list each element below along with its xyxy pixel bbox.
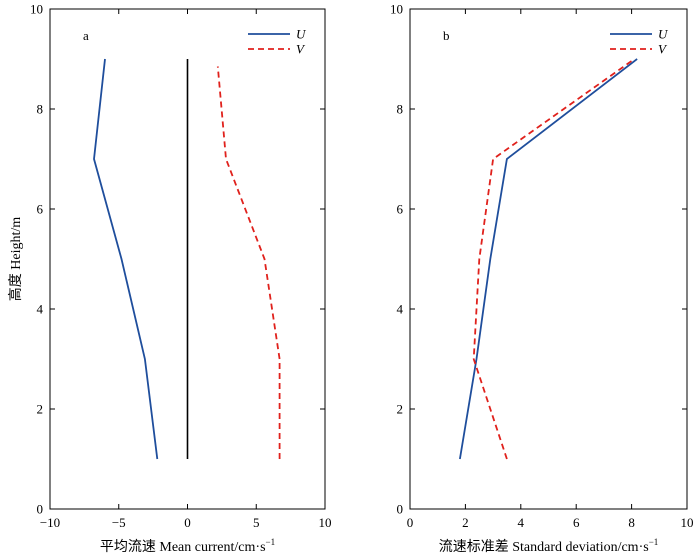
y-tick-label: 2 — [37, 402, 44, 417]
y-tick-label: 8 — [37, 102, 44, 117]
series-line-u — [93, 58, 159, 460]
series-line-v — [216, 66, 281, 459]
panel-b: 0 2 4 6 8 10 0 2 4 6 8 10 流速标准差 Standard deviation/c… — [390, 2, 694, 554]
x-tick-label: 8 — [628, 515, 635, 530]
legend-label-v: V — [296, 42, 306, 57]
y-tick-label: 0 — [397, 502, 404, 517]
series-line-v — [472, 58, 635, 460]
y-tick-label: 6 — [37, 202, 44, 217]
x-tick-label: 10 — [319, 515, 332, 530]
x-tick-label: 6 — [573, 515, 580, 530]
x-tick-label: 2 — [462, 515, 469, 530]
x-tick-label: 4 — [518, 515, 525, 530]
y-tick-label: 10 — [30, 2, 43, 17]
y-tick-label: 10 — [390, 2, 403, 17]
y-axis-label: 高度 Height/m — [7, 217, 24, 301]
y-tick-label: 0 — [37, 502, 44, 517]
panel-label: a — [83, 28, 89, 43]
y-tick-label: 4 — [397, 302, 404, 317]
x-axis-label: 平均流速 Mean current/cm·s−1 — [100, 537, 275, 554]
y-tick-label: 4 — [37, 302, 44, 317]
y-tick-label: 8 — [397, 102, 404, 117]
x-axis-label: 流速标准差 Standard deviation/cm·s−1 — [439, 537, 659, 554]
legend-label-u: U — [296, 27, 307, 42]
plot-frame — [409, 8, 688, 510]
panel-a: −10 −5 0 5 10 0 2 4 6 8 10 平均流速 Mean current/cm·s−1… — [30, 2, 332, 554]
x-tick-label: 0 — [184, 515, 191, 530]
legend-label-v: V — [658, 42, 668, 57]
x-tick-label: 10 — [681, 515, 694, 530]
y-tick-label: 6 — [397, 202, 404, 217]
x-tick-label: 5 — [253, 515, 260, 530]
panel-label: b — [443, 28, 450, 43]
y-tick-label: 2 — [397, 402, 404, 417]
x-tick-label: −5 — [112, 515, 126, 530]
legend-label-u: U — [658, 27, 669, 42]
x-tick-label: 0 — [407, 515, 414, 530]
x-tick-label: −10 — [40, 515, 60, 530]
